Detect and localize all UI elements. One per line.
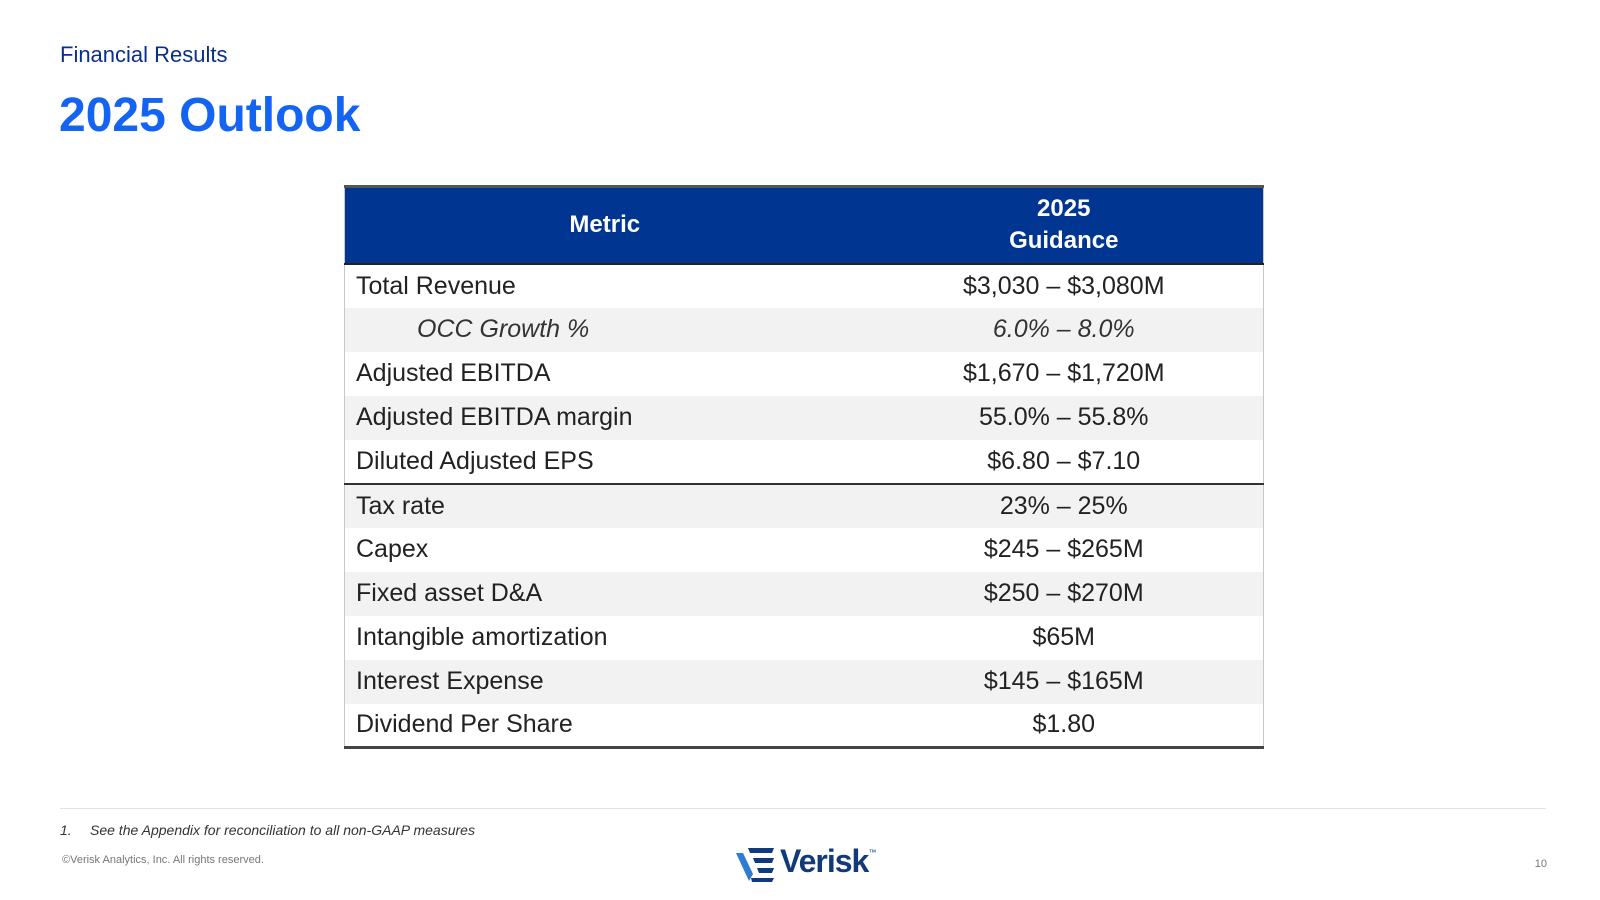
- table-row: Dividend Per Share $1.80: [345, 704, 1264, 748]
- metric-cell: Intangible amortization: [356, 623, 608, 651]
- table-row: Interest Expense $145 – $165M: [344, 659, 1264, 704]
- metric-cell: Adjusted EBITDA: [356, 359, 551, 387]
- guidance-column-header: 2025 Guidance: [864, 186, 1264, 265]
- metric-cell: Dividend Per Share: [356, 710, 573, 739]
- value-cell: 55.0% – 55.8%: [864, 395, 1264, 440]
- table-row: Adjusted EBITDA $1,670 – $1,720M: [345, 352, 1264, 396]
- value-cell: $250 – $270M: [864, 571, 1264, 616]
- table-header-row: Metric 2025 Guidance: [344, 186, 1264, 265]
- footnote-text: See the Appendix for reconciliation to a…: [90, 822, 475, 838]
- metric-column-header: Metric: [344, 186, 865, 265]
- logo-trademark: ™: [868, 848, 877, 857]
- table-row: Total Revenue $3,030 – $3,080M: [345, 264, 1264, 308]
- metric-cell: Diluted Adjusted EPS: [344, 439, 865, 485]
- logo-text: Verisk: [780, 842, 869, 879]
- metric-cell: Fixed asset D&A: [344, 571, 865, 616]
- metric-cell: Interest Expense: [344, 659, 865, 704]
- verisk-logo: Verisk ™: [734, 840, 876, 882]
- metric-cell: Total Revenue: [356, 271, 516, 300]
- guidance-header-year: 2025: [1037, 195, 1091, 223]
- table-row: Fixed asset D&A $250 – $270M: [344, 571, 1264, 616]
- metric-cell: Tax rate: [344, 483, 865, 528]
- value-cell: 6.0% – 8.0%: [864, 307, 1264, 352]
- value-cell: $3,030 – $3,080M: [962, 271, 1165, 300]
- value-cell: 23% – 25%: [864, 483, 1264, 528]
- table-row: Adjusted EBITDA margin 55.0% – 55.8%: [344, 395, 1264, 440]
- section-label: Financial Results: [60, 42, 228, 67]
- metric-cell: Adjusted EBITDA margin: [344, 395, 865, 440]
- value-cell: $6.80 – $7.10: [864, 439, 1264, 485]
- table-row: Capex $245 – $265M: [345, 528, 1264, 572]
- metric-cell: OCC Growth %: [344, 307, 865, 352]
- footnote: 1. See the Appendix for reconciliation to…: [60, 822, 475, 838]
- value-cell: $1.80: [1032, 710, 1096, 739]
- page-number: 10: [1534, 858, 1547, 870]
- table-row: Intangible amortization $65M: [345, 616, 1264, 660]
- page-title: 2025 Outlook: [59, 89, 361, 142]
- verisk-checkmark-icon: [736, 848, 774, 882]
- table-row: Diluted Adjusted EPS $6.80 – $7.10: [344, 439, 1264, 485]
- outlook-table: Metric 2025 Guidance Total Revenue $3,03…: [344, 185, 1264, 749]
- table-row: Tax rate 23% – 25%: [344, 483, 1264, 528]
- value-cell: $1,670 – $1,720M: [962, 359, 1165, 387]
- copyright-notice: ©Verisk Analytics, Inc. All rights reser…: [62, 854, 264, 866]
- footer-divider: [60, 808, 1546, 809]
- footnote-number: 1.: [60, 822, 72, 838]
- value-cell: $65M: [1032, 623, 1096, 651]
- metric-cell: Capex: [356, 535, 429, 563]
- value-cell: $145 – $165M: [864, 659, 1264, 704]
- guidance-header-label: Guidance: [1009, 227, 1119, 255]
- table-row: OCC Growth % 6.0% – 8.0%: [344, 307, 1264, 352]
- value-cell: $245 – $265M: [983, 535, 1144, 563]
